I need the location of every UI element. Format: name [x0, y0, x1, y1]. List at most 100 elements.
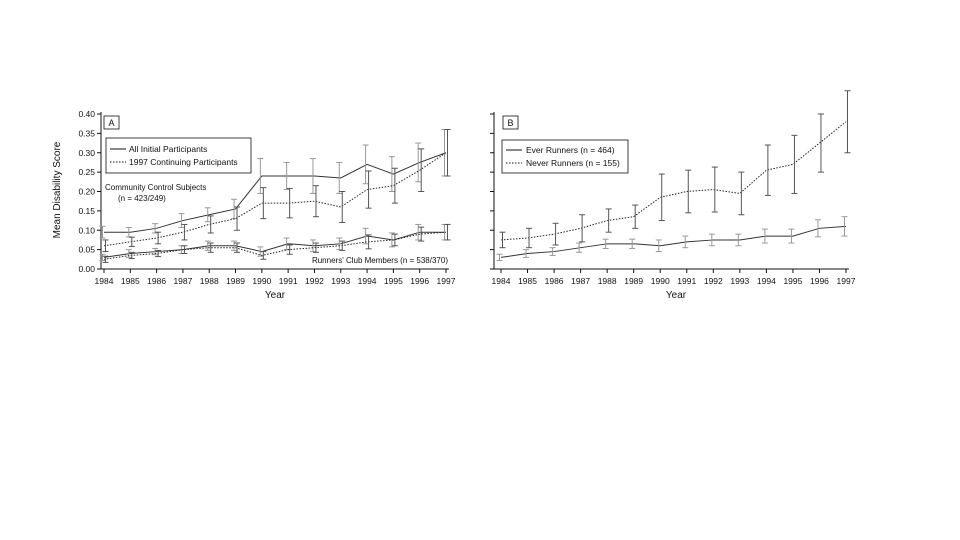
y-tick-label: 0.35 — [78, 128, 95, 138]
error-bar — [841, 216, 848, 237]
x-tick-label: 1991 — [279, 276, 298, 286]
error-bar — [682, 235, 689, 249]
error-bar — [441, 129, 448, 177]
error-bar — [738, 171, 745, 216]
error-bar — [362, 144, 369, 185]
control-group-n: (n = 423/249) — [118, 194, 166, 203]
y-tick-label: 0.20 — [78, 187, 95, 197]
legend-entry: 1997 Continuing Participants — [129, 157, 238, 167]
error-bar — [260, 187, 267, 220]
error-bar — [415, 142, 422, 183]
error-bar — [496, 253, 503, 261]
x-tick-label: 1988 — [200, 276, 219, 286]
error-bar — [365, 170, 372, 209]
error-bar — [602, 238, 609, 249]
error-bar — [418, 148, 425, 192]
series-line — [103, 231, 446, 258]
x-tick-label: 1992 — [704, 276, 723, 286]
legend-entry: Never Runners (n = 155) — [526, 158, 620, 168]
x-tick-label: 1986 — [545, 276, 564, 286]
panel-b-label-box — [502, 115, 519, 130]
error-bar — [336, 161, 343, 194]
runners-group-annotation: Runners' Club Members (n = 538/370) — [312, 256, 448, 265]
panel-b-label: B — [507, 118, 513, 128]
y-tick-label: 0.25 — [78, 167, 95, 177]
legend-entry: Ever Runners (n = 464) — [526, 145, 615, 155]
panel-a-label-box — [103, 115, 120, 130]
error-bar — [526, 227, 533, 249]
error-bar — [312, 185, 319, 218]
y-tick-label: 0.05 — [78, 245, 95, 255]
panel-a-series — [99, 129, 451, 263]
error-bar — [286, 244, 293, 255]
error-bar — [102, 239, 109, 253]
error-bar — [309, 239, 316, 253]
error-bar — [99, 253, 106, 261]
x-tick-label: 1987 — [173, 276, 192, 286]
series-line — [500, 121, 847, 241]
error-bar — [283, 161, 290, 191]
panel-a: 0.00 0.05 0.10 0.15 0.20 0.25 0.30 0.35 0.40 198… — [52, 109, 456, 301]
error-bar — [444, 129, 451, 177]
error-bar — [735, 233, 742, 247]
error-bar — [181, 245, 188, 254]
error-bar — [523, 249, 530, 258]
error-bar — [788, 228, 795, 244]
x-tick-label: 1997 — [437, 276, 456, 286]
x-tick-label: 1993 — [730, 276, 749, 286]
x-tick-label: 1997 — [837, 276, 856, 286]
panel-b-legend: Ever Runners (n = 464) Never Runners (n … — [501, 139, 629, 174]
series-3 — [102, 223, 451, 263]
error-bar — [152, 223, 159, 234]
y-tick-label: 0.10 — [78, 225, 95, 235]
error-bar — [207, 215, 214, 234]
x-tick-label: 1994 — [358, 276, 377, 286]
x-tick-label: 1995 — [783, 276, 802, 286]
panel-a-legend: All Initial Participants 1997 Continuing… — [105, 137, 252, 174]
series-0 — [99, 129, 448, 239]
x-tick-label: 1992 — [305, 276, 324, 286]
error-bar — [549, 247, 556, 256]
panel-b-series — [496, 90, 851, 261]
error-bar — [576, 242, 583, 253]
legend-entry: All Initial Participants — [129, 144, 207, 154]
x-tick-label: 1990 — [651, 276, 670, 286]
y-tick-label: 0.40 — [78, 109, 95, 119]
error-bar — [336, 237, 343, 251]
panel-b-legend-box — [501, 139, 629, 174]
error-bar — [234, 206, 241, 231]
x-tick-label: 1987 — [571, 276, 590, 286]
error-bar — [99, 225, 106, 239]
y-tick-label: 0.15 — [78, 206, 95, 216]
x-tick-label: 1984 — [492, 276, 511, 286]
x-tick-label: 1988 — [598, 276, 617, 286]
series-2 — [99, 223, 448, 261]
x-tick-label: 1995 — [384, 276, 403, 286]
y-tick-label: 0.30 — [78, 148, 95, 158]
error-bar — [260, 251, 267, 260]
error-bar — [658, 173, 665, 222]
error-bar — [761, 228, 768, 244]
error-bar — [552, 222, 559, 246]
control-group-annotation: Community Control Subjects — [105, 183, 206, 192]
error-bar — [655, 239, 662, 253]
x-tick-label: 1994 — [757, 276, 776, 286]
x-tick-label: 1991 — [677, 276, 696, 286]
error-bar — [791, 134, 798, 194]
error-bar — [817, 113, 824, 173]
error-bar — [339, 191, 346, 223]
error-bar — [102, 255, 109, 263]
series-line — [103, 152, 447, 247]
panel-b-x-axis-label: Year — [666, 290, 687, 301]
series-1 — [102, 129, 451, 253]
error-bar — [579, 214, 586, 243]
x-tick-label: 1990 — [252, 276, 271, 286]
error-bar — [128, 251, 135, 260]
error-bar — [708, 233, 715, 247]
panel-a-label: A — [108, 118, 114, 128]
error-bar — [685, 169, 692, 214]
error-bar — [155, 249, 162, 258]
error-bar — [711, 166, 718, 213]
error-bar — [312, 242, 319, 253]
x-tick-label: 1993 — [331, 276, 350, 286]
